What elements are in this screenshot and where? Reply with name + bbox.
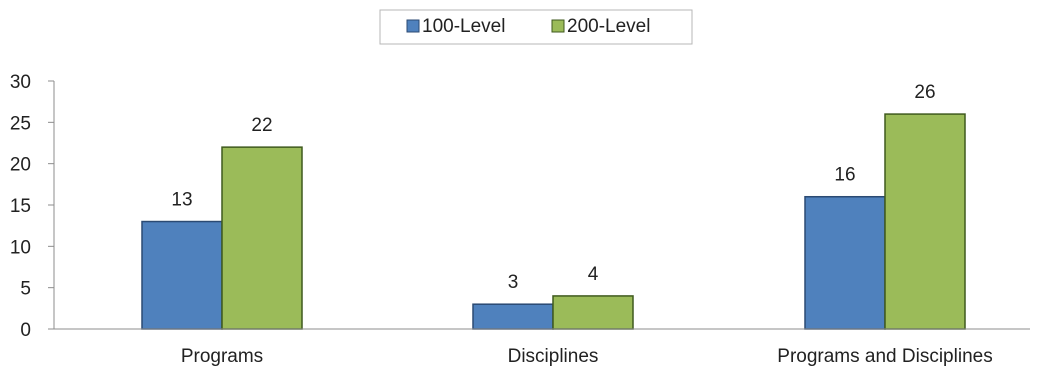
x-tick-label-2: Programs and Disciplines	[777, 346, 992, 367]
data-labels: 13 22 3 4 16 26	[171, 82, 935, 293]
y-tick-label-5: 25	[10, 113, 31, 134]
y-axis: 0 5 10 15 20 25 30	[10, 72, 55, 341]
bar-0-1	[472, 303, 554, 330]
data-label-0-0: 13	[171, 190, 192, 211]
legend-box	[379, 9, 693, 45]
y-tick-label-6: 30	[10, 72, 31, 93]
bar-1-1	[552, 295, 634, 330]
legend-swatch-0	[406, 19, 420, 33]
data-label-1-1: 4	[588, 264, 599, 285]
y-tick-label-0: 0	[20, 320, 31, 341]
bar-0-2	[804, 195, 886, 330]
data-label-1-2: 26	[914, 82, 935, 103]
legend-swatch-1	[551, 19, 565, 33]
x-tick-label-0: Programs	[181, 346, 263, 367]
legend-label-0: 100-Level	[422, 16, 505, 37]
y-tick-label-1: 5	[20, 279, 31, 300]
bars	[141, 113, 966, 330]
legend-label-1: 200-Level	[567, 16, 650, 37]
y-tick-label-3: 15	[10, 196, 31, 217]
bar-0-0	[141, 220, 223, 330]
legend: 100-Level 200-Level	[379, 9, 693, 45]
x-tick-label-1: Disciplines	[508, 346, 599, 367]
data-label-0-1: 3	[508, 272, 519, 293]
data-label-0-2: 16	[834, 165, 855, 186]
data-label-1-0: 22	[251, 115, 272, 136]
y-tick-label-2: 10	[10, 237, 31, 258]
x-axis: Programs Disciplines Programs and Discipli…	[54, 328, 1030, 367]
y-tick-label-4: 20	[10, 155, 31, 176]
bar-1-2	[884, 113, 966, 330]
bar-1-0	[221, 146, 303, 330]
